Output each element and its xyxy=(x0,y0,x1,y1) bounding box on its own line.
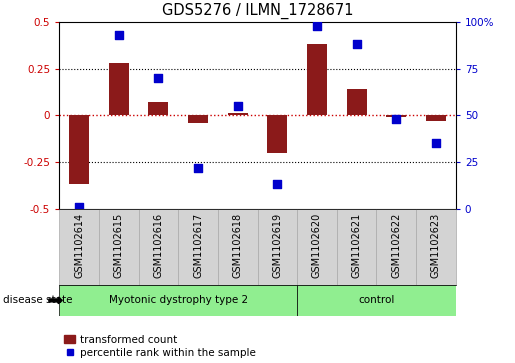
Bar xyxy=(297,209,337,285)
Bar xyxy=(69,115,89,184)
Bar xyxy=(99,209,139,285)
Text: Myotonic dystrophy type 2: Myotonic dystrophy type 2 xyxy=(109,295,248,305)
Text: control: control xyxy=(358,295,394,305)
Text: GSM1102623: GSM1102623 xyxy=(431,212,441,278)
Bar xyxy=(139,209,178,285)
Bar xyxy=(228,113,248,115)
Bar xyxy=(178,209,218,285)
Point xyxy=(392,116,401,122)
Legend: transformed count, percentile rank within the sample: transformed count, percentile rank withi… xyxy=(64,335,256,358)
Text: GSM1102614: GSM1102614 xyxy=(74,212,84,278)
Point xyxy=(432,140,440,146)
Bar xyxy=(416,209,456,285)
Bar xyxy=(59,285,297,316)
Text: GSM1102622: GSM1102622 xyxy=(391,212,401,278)
Bar xyxy=(59,209,99,285)
Bar xyxy=(376,209,416,285)
Bar xyxy=(267,115,287,152)
Title: GDS5276 / ILMN_1728671: GDS5276 / ILMN_1728671 xyxy=(162,3,353,19)
Point xyxy=(194,165,202,171)
Point xyxy=(233,103,242,109)
Point xyxy=(313,23,321,28)
Bar xyxy=(109,63,129,115)
Text: GSM1102617: GSM1102617 xyxy=(193,212,203,278)
Bar xyxy=(258,209,297,285)
Bar xyxy=(347,89,367,115)
Text: GSM1102615: GSM1102615 xyxy=(114,212,124,278)
Point xyxy=(352,41,360,47)
Point xyxy=(273,182,281,187)
Point xyxy=(154,75,162,81)
Point xyxy=(75,204,83,210)
Bar xyxy=(386,115,406,117)
Bar xyxy=(148,102,168,115)
Text: GSM1102619: GSM1102619 xyxy=(272,212,282,278)
Text: GSM1102621: GSM1102621 xyxy=(352,212,362,278)
Text: GSM1102616: GSM1102616 xyxy=(153,212,163,278)
Bar xyxy=(337,209,376,285)
Bar xyxy=(188,115,208,123)
Bar xyxy=(297,285,456,316)
Text: GSM1102620: GSM1102620 xyxy=(312,212,322,278)
Bar xyxy=(426,115,446,121)
Bar xyxy=(218,209,258,285)
Bar xyxy=(307,44,327,115)
Text: GSM1102618: GSM1102618 xyxy=(233,212,243,278)
Point xyxy=(114,32,123,38)
Text: disease state: disease state xyxy=(3,295,72,305)
